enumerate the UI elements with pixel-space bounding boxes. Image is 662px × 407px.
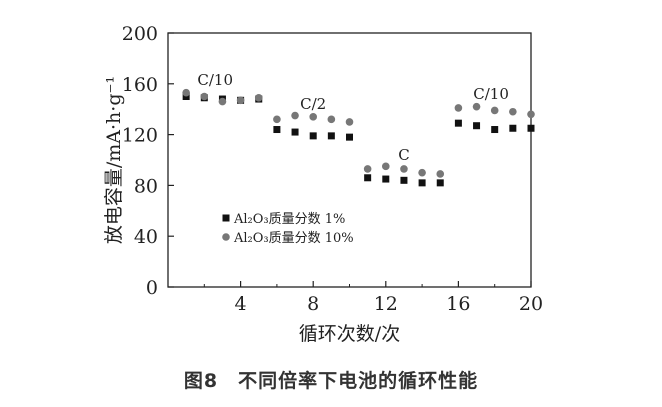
x-tick-label: 12 <box>374 293 398 315</box>
y-tick-label: 160 <box>122 74 158 96</box>
cycle-performance-chart: 0 40 80 120 160 200 4 8 12 16 20 放电容量/mA·h·g⁻¹ 循环… <box>103 23 543 345</box>
y-tick-label: 0 <box>146 277 158 299</box>
data-point-series-1 <box>473 122 481 130</box>
data-point-series-1 <box>291 128 299 136</box>
data-point-series-1 <box>418 179 426 187</box>
data-point-series-2 <box>236 96 245 105</box>
data-point-series-1 <box>436 179 444 187</box>
data-point-series-1 <box>346 133 353 141</box>
legend-label: Al₂O₃质量分数 1% <box>233 212 345 227</box>
data-point-series-2 <box>218 97 227 106</box>
rate-annotations: C/10 C/2 C C/10 <box>197 71 509 164</box>
data-point-series-2 <box>436 170 445 178</box>
legend: Al₂O₃质量分数 1% Al₂O₃质量分数 10% <box>222 212 354 246</box>
legend-marker-circle <box>222 233 230 241</box>
data-point-series-1 <box>509 124 517 132</box>
data-point-series-2 <box>309 113 318 121</box>
data-point-series-1 <box>400 176 408 184</box>
x-tick-label: 4 <box>235 293 247 315</box>
data-point-series-1 <box>309 132 317 140</box>
data-point-series-2 <box>182 88 190 97</box>
legend-label: Al₂O₃质量分数 10% <box>233 231 354 246</box>
x-axis-title: 循环次数/次 <box>299 323 400 345</box>
rate-label: C <box>398 146 409 164</box>
legend-marker-square <box>222 214 230 222</box>
data-point-series-2 <box>291 111 299 120</box>
data-point-series-1 <box>327 132 335 140</box>
data-point-series-1 <box>454 119 462 127</box>
y-tick-label: 40 <box>134 226 158 248</box>
y-tick-label: 200 <box>122 23 158 45</box>
data-point-series-2 <box>345 118 354 126</box>
x-tick-label: 20 <box>519 293 543 315</box>
rate-label: C/10 <box>473 85 509 103</box>
data-point-series-2 <box>200 92 209 101</box>
data-point-series-2 <box>527 110 535 119</box>
data-point-series-2 <box>254 93 263 102</box>
y-tick-label: 80 <box>134 175 158 197</box>
data-point-series-2 <box>382 162 390 171</box>
data-point-series-1 <box>273 126 281 134</box>
data-point-series-1 <box>491 126 499 134</box>
x-tick-label: 16 <box>446 293 470 315</box>
rate-label: C/2 <box>300 95 326 113</box>
data-point-series-2 <box>400 165 408 173</box>
x-axis-ticks: 4 8 12 16 20 <box>203 281 543 315</box>
data-point-series-2 <box>454 104 463 112</box>
data-point-series-1 <box>527 124 535 132</box>
data-point-series-2 <box>472 102 481 111</box>
data-point-series-2 <box>509 107 517 116</box>
data-point-series-2 <box>363 165 372 173</box>
data-point-series-2 <box>327 115 336 124</box>
y-axis-ticks: 0 40 80 120 160 200 <box>122 23 174 299</box>
data-point-series-1 <box>182 93 190 100</box>
x-tick-label: 8 <box>307 293 319 315</box>
figure-caption: 图8 不同倍率下电池的循环性能 <box>183 370 479 392</box>
y-axis-title: 放电容量/mA·h·g⁻¹ <box>103 76 125 244</box>
data-point-series-2 <box>490 106 499 115</box>
data-point-series-1 <box>364 174 372 182</box>
rate-label: C/10 <box>197 71 233 89</box>
data-point-series-1 <box>382 175 390 183</box>
y-tick-label: 120 <box>122 125 158 147</box>
data-markers <box>182 88 535 187</box>
data-point-series-2 <box>273 115 281 124</box>
data-point-series-2 <box>418 168 426 177</box>
